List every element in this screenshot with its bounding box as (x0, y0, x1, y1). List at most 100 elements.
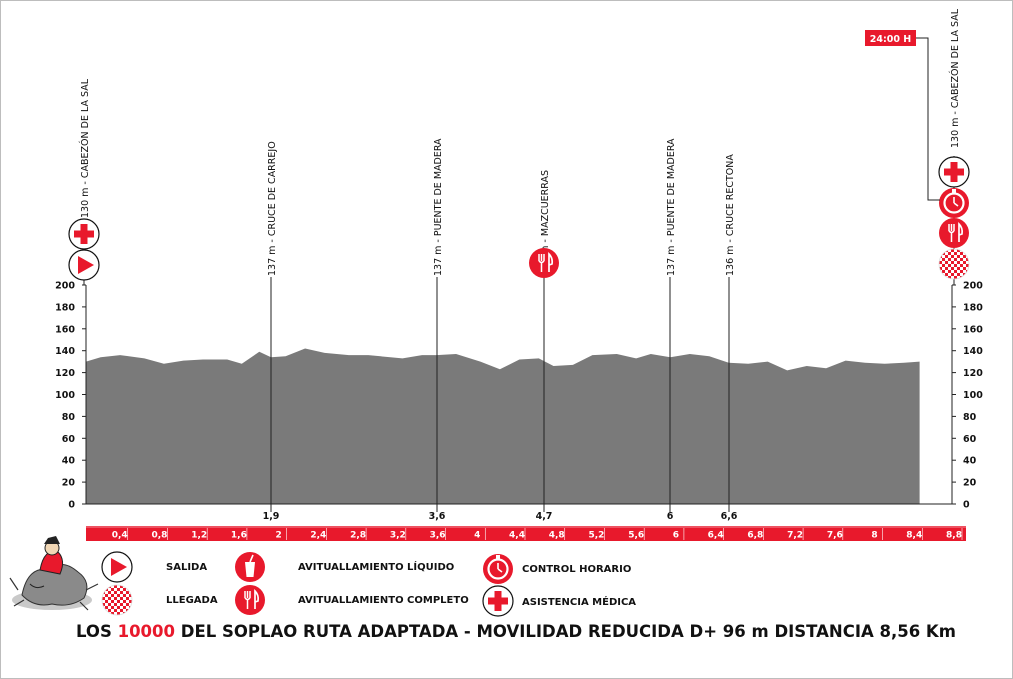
left-y-tick-label: 140 (55, 346, 75, 357)
knife (254, 588, 260, 609)
watch-hands (497, 563, 503, 573)
distance-tick-label: 2 (276, 531, 282, 541)
right-y-tick-label: 160 (963, 324, 983, 335)
distance-tick-label: 6 (673, 531, 679, 541)
waypoint-label: 137 m - PUENTE DE MADERA (666, 138, 677, 276)
distance-tick-label: 5,6 (628, 531, 644, 541)
right-y-tick-label: 0 (963, 500, 970, 511)
waypoint-label: 132 m - MAZCUERRAS (540, 170, 551, 276)
knife (548, 251, 554, 272)
elevation-area (86, 348, 920, 504)
checkered-disc (101, 584, 133, 616)
waypoint-km-label: 3,6 (429, 511, 446, 522)
cross-horizontal (74, 230, 94, 238)
left-y-tick-label: 120 (55, 368, 75, 379)
distance-tick-label: 4 (474, 531, 480, 541)
title-prefix: LOS (76, 622, 118, 641)
start-icon (68, 249, 100, 281)
total-distance: DISTANCIA 8,56 Km (774, 622, 956, 641)
title-highlight: 10000 (117, 622, 175, 641)
left-y-tick-label: 0 (68, 500, 75, 511)
time-badge-box (865, 30, 916, 46)
medical-assistance-icon (482, 585, 514, 617)
time-control-icon (939, 188, 969, 218)
distance-tick-label: 8 (871, 531, 877, 541)
left-y-tick-label: 100 (55, 390, 75, 401)
legend-label-liquid-refreshment: AVITUALLAMIENTO LÍQUIDO (298, 562, 455, 573)
left-y-tick-label: 200 (55, 281, 75, 292)
legend-label-full-refreshment: AVITUALLAMIENTO COMPLETO (298, 595, 469, 606)
full-refreshment-icon (939, 218, 969, 248)
distance-tick-label: 4,4 (509, 531, 525, 541)
time-control-icon (483, 554, 513, 584)
waypoint-label: 137 m - PUENTE DE MADERA (433, 138, 444, 276)
distance-tick-label: 8,8 (946, 531, 962, 541)
right-y-tick-label: 200 (963, 281, 983, 292)
distance-tick-label: 0,8 (151, 531, 167, 541)
left-y-tick-label: 60 (62, 434, 76, 445)
right-y-tick-label: 120 (963, 368, 983, 379)
waypoint-km-label: 4,7 (536, 511, 553, 522)
left-y-tick-label: 80 (62, 412, 76, 423)
icon-disc (939, 218, 969, 248)
waypoint-km-label: 6,6 (721, 511, 738, 522)
time-badge-text: 24:00 H (870, 34, 912, 45)
left-y-tick-label: 180 (55, 302, 75, 313)
watch-crown (496, 555, 500, 559)
play-triangle (78, 256, 94, 274)
distance-tick-label: 5,2 (588, 531, 604, 541)
distance-tick-label: 1,6 (231, 531, 247, 541)
waypoint-label: 136 m - CRUCE RECTONA (725, 154, 736, 276)
fork (538, 254, 545, 272)
play-triangle (111, 558, 127, 576)
distance-tick-label: 0,4 (112, 531, 128, 541)
right-y-tick-label: 80 (963, 412, 977, 423)
time-badge-leader (916, 37, 940, 201)
distance-tick-label: 7,2 (787, 531, 803, 541)
distance-tick-label: 6,4 (708, 531, 724, 541)
waypoint-label: 137 m - CRUCE DE CARREJO (267, 141, 278, 276)
legend-label-time-control: CONTROL HORARIO (522, 564, 632, 575)
event-mascot-illustration (9, 536, 99, 611)
full-refreshment-icon (235, 585, 265, 615)
distance-tick-label: 8,4 (906, 531, 922, 541)
straw (249, 554, 254, 563)
distance-tick-label: 1,2 (191, 531, 207, 541)
right-y-tick-label: 180 (963, 302, 983, 313)
event-title: LOS 10000 DEL SOPLAO RUTA ADAPTADA - MOV… (76, 622, 956, 641)
distance-tick-label: 4,8 (549, 531, 565, 541)
checkered-disc (938, 248, 970, 280)
medical-assistance-icon (68, 218, 100, 250)
cup (245, 562, 255, 577)
start-icon (101, 551, 133, 583)
left-y-tick-label: 160 (55, 324, 75, 335)
distance-tick-label: 2,4 (310, 531, 326, 541)
waypoint-km-label: 1,9 (263, 511, 280, 522)
distance-tick-label: 7,6 (827, 531, 843, 541)
waypoint-label: 130 m - CABEZÓN DE LA SAL (949, 8, 961, 148)
distance-tick-label: 6,8 (747, 531, 763, 541)
legend-label-finish: LLEGADA (166, 595, 218, 606)
left-y-tick-label: 20 (62, 478, 76, 489)
right-y-tick-label: 20 (963, 478, 977, 489)
liquid-refreshment-icon (235, 552, 265, 582)
fork (948, 224, 955, 242)
cross-horizontal (488, 597, 508, 605)
finish-icon (938, 248, 970, 280)
right-y-tick-label: 40 (963, 456, 977, 467)
time-control-badge: 24:00 H (865, 30, 940, 201)
icon-disc (529, 248, 559, 278)
right-y-tick-label: 60 (963, 434, 977, 445)
full-refreshment-icon (529, 248, 559, 278)
distance-strip (86, 526, 966, 541)
legend-label-medical-assistance: ASISTENCIA MÉDICA (522, 597, 637, 608)
distance-tick-label: 3,6 (430, 531, 446, 541)
fork (244, 591, 251, 609)
watch-crown (952, 189, 956, 193)
watch-hands (953, 197, 959, 207)
right-y-tick-label: 140 (963, 346, 983, 357)
distance-tick-label: 3,2 (390, 531, 406, 541)
left-y-tick-label: 40 (62, 456, 76, 467)
elevation-gain: D+ 96 m (689, 622, 769, 641)
